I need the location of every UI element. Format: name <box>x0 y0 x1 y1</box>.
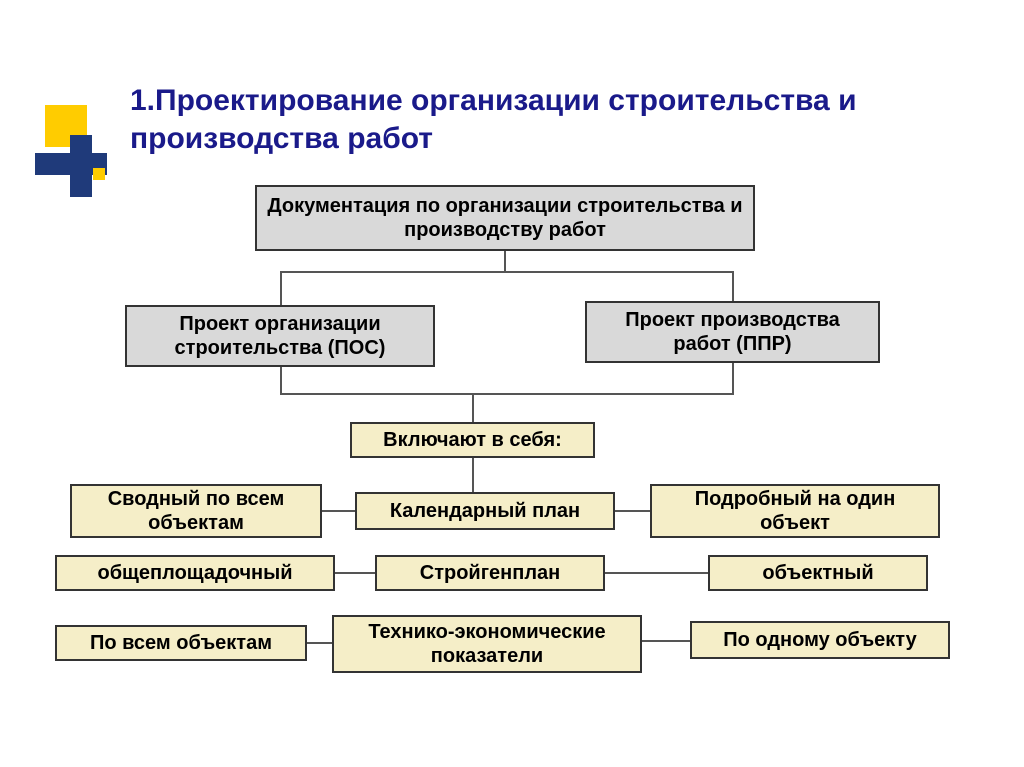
connector <box>307 642 332 644</box>
flowchart-diagram: Документация по организации строительств… <box>30 175 990 735</box>
connector <box>504 251 506 273</box>
node-right-branch: Проект производства работ (ППР) <box>585 301 880 363</box>
connector <box>280 367 282 395</box>
node-row1-right: Подробный на один объект <box>650 484 940 538</box>
connector <box>280 271 734 273</box>
node-left-branch: Проект организации строительства (ПОС) <box>125 305 435 367</box>
connector <box>615 510 650 512</box>
connector <box>472 393 474 422</box>
connector <box>642 640 690 642</box>
connector <box>322 510 355 512</box>
node-row1-mid: Календарный план <box>355 492 615 530</box>
connector <box>732 363 734 395</box>
connector <box>472 458 474 492</box>
connector <box>605 572 708 574</box>
slide-title: 1.Проектирование организации строительст… <box>130 82 930 157</box>
connector <box>280 271 282 305</box>
connector <box>732 271 734 301</box>
node-row2-mid: Стройгенплан <box>375 555 605 591</box>
node-row3-mid: Технико-экономические показатели <box>332 615 642 673</box>
node-row2-right: объектный <box>708 555 928 591</box>
connector <box>280 393 734 395</box>
node-includes: Включают в себя: <box>350 422 595 458</box>
node-row1-left: Сводный по всем объектам <box>70 484 322 538</box>
node-root: Документация по организации строительств… <box>255 185 755 251</box>
node-row3-right: По одному объекту <box>690 621 950 659</box>
connector <box>335 572 375 574</box>
node-row2-left: общеплощадочный <box>55 555 335 591</box>
node-row3-left: По всем объектам <box>55 625 307 661</box>
